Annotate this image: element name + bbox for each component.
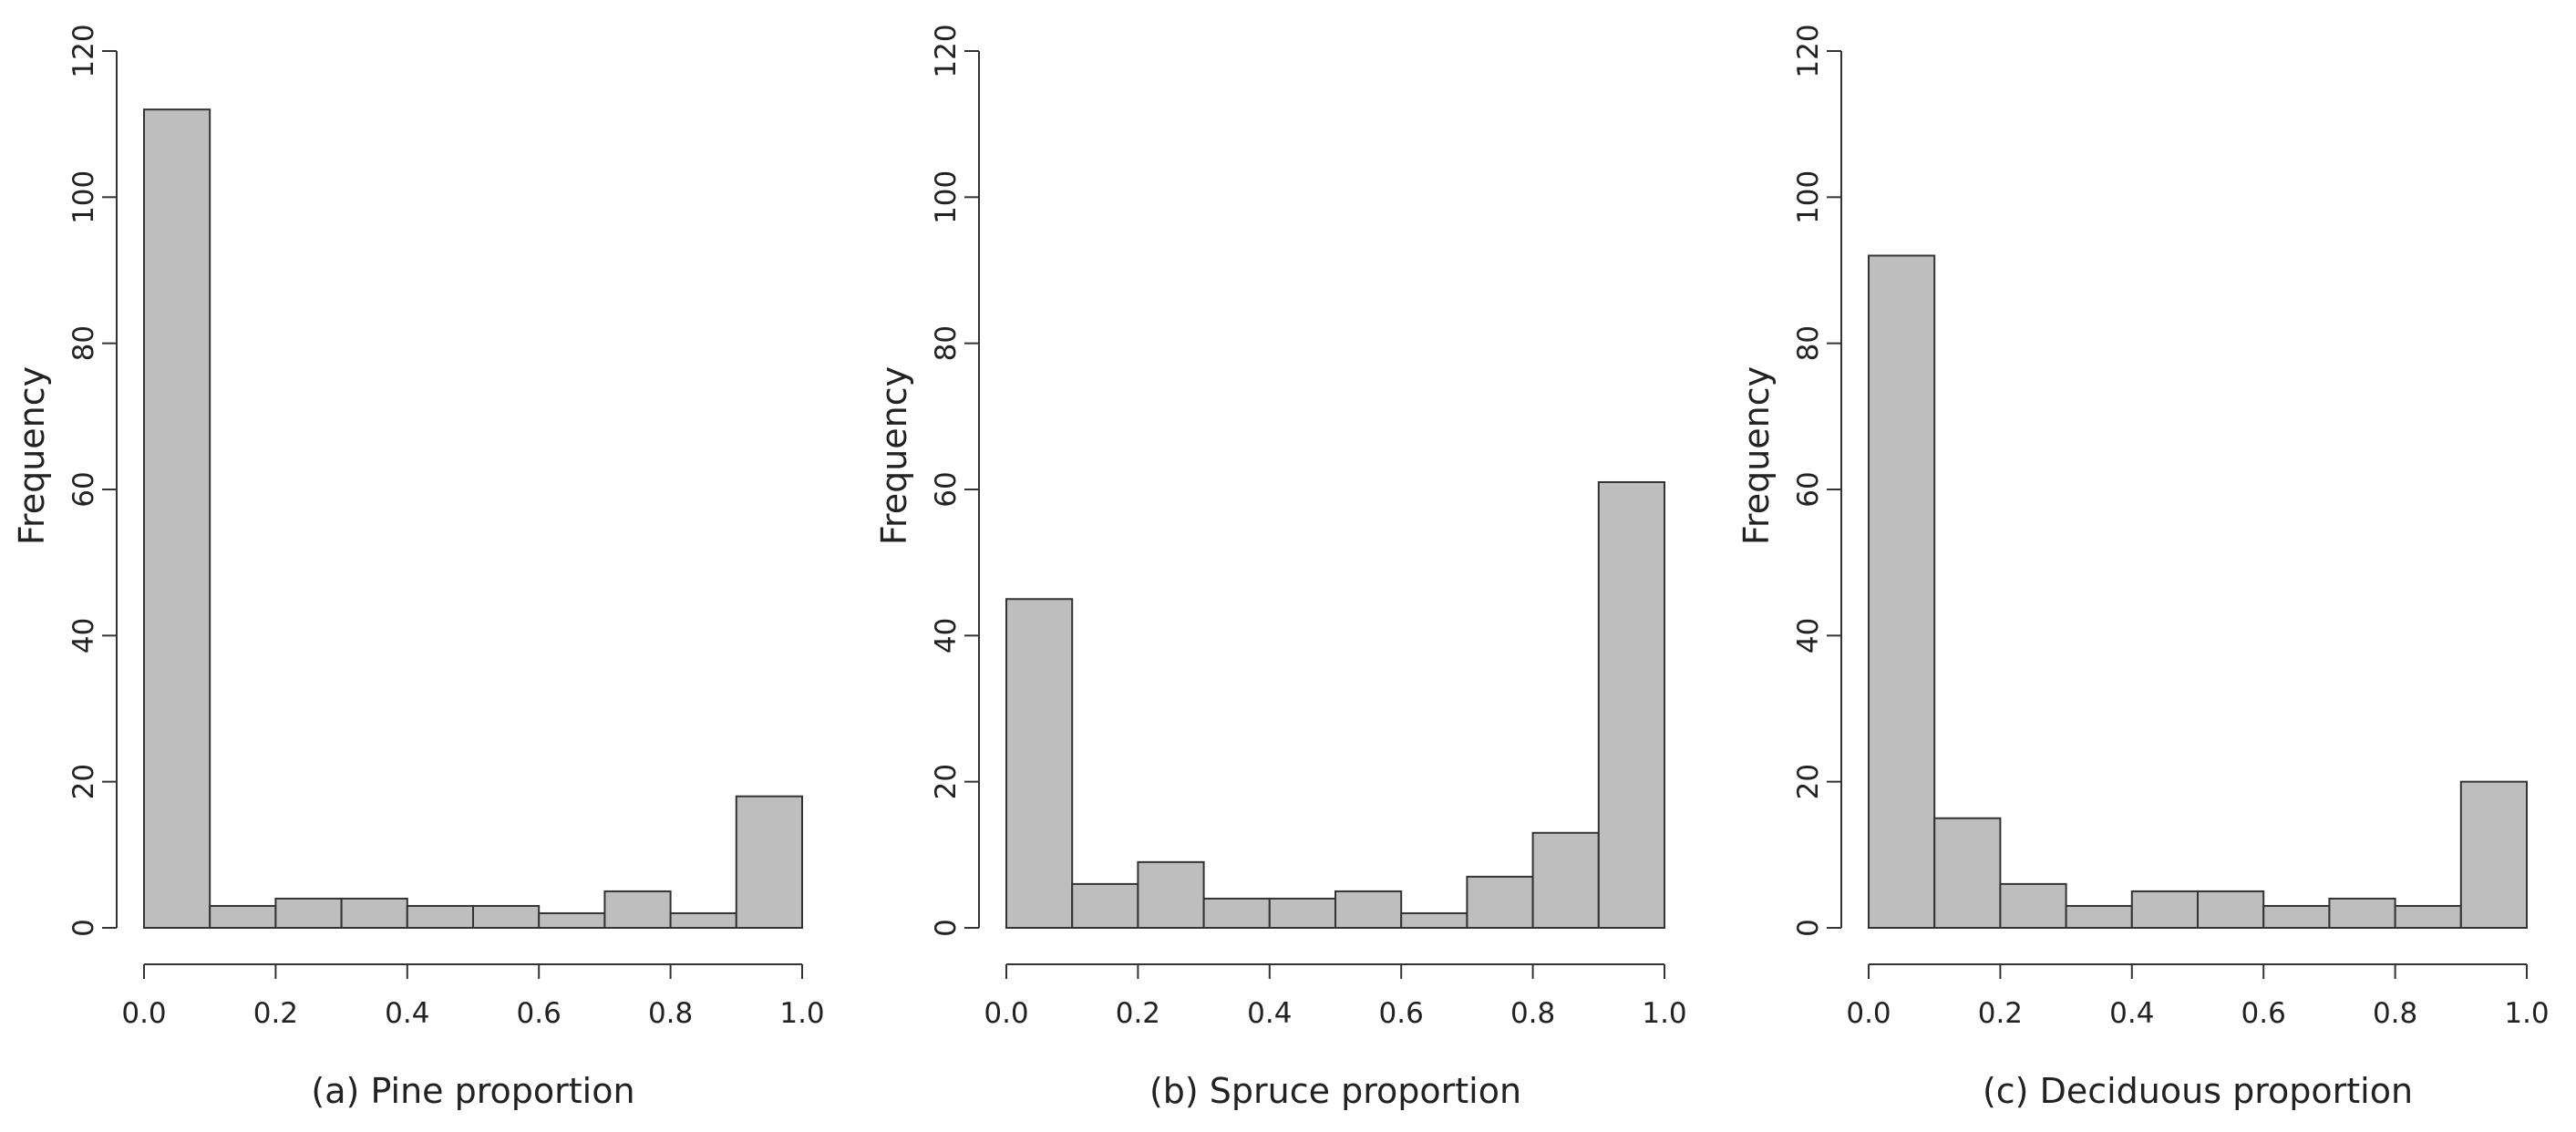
x-tick-label: 0.2: [1116, 997, 1160, 1030]
histogram-bar: [1466, 875, 1534, 930]
histogram-bar: [143, 108, 211, 929]
x-tick-label: 0.2: [253, 997, 298, 1030]
y-tick-label: 120: [1792, 24, 1825, 77]
x-tick-label: 0.4: [385, 997, 429, 1030]
histogram-bar: [406, 904, 474, 930]
y-tick-label: 60: [1792, 471, 1825, 507]
x-axis-label: (b) Spruce proportion: [1149, 1071, 1521, 1111]
y-tick-label: 40: [67, 618, 100, 653]
histogram-bar: [1933, 817, 2002, 929]
y-tick-label: 60: [67, 471, 100, 507]
y-axis-label: Frequency: [1736, 366, 1777, 545]
y-axis-label: Frequency: [874, 366, 914, 545]
x-axis-label: (a) Pine proportion: [311, 1071, 634, 1111]
x-tick-label: 0.2: [1978, 997, 2023, 1030]
y-tick-label: 120: [930, 24, 963, 77]
histogram-bar: [274, 897, 343, 930]
x-tick-label: 0.8: [1510, 997, 1555, 1030]
histogram-bar: [1202, 897, 1271, 930]
x-axis-label: (c) Deciduous proportion: [1983, 1071, 2413, 1111]
y-tick-label: 80: [930, 325, 963, 361]
x-tick-label: 0.8: [2373, 997, 2417, 1030]
x-tick-label: 0.0: [1846, 997, 1891, 1030]
histogram-bar: [1268, 897, 1337, 930]
histogram-bar: [1868, 254, 1936, 929]
y-tick-label: 80: [1792, 325, 1825, 361]
y-tick-label: 20: [1792, 764, 1825, 799]
histogram-bar: [1999, 882, 2067, 930]
x-tick-label: 0.8: [648, 997, 693, 1030]
histogram-bar: [1071, 882, 1139, 930]
x-tick-label: 0.6: [2241, 997, 2286, 1030]
x-tick-label: 0.0: [984, 997, 1028, 1030]
histogram-bar: [538, 911, 606, 930]
y-tick-label: 60: [930, 471, 963, 507]
y-tick-label: 40: [930, 618, 963, 653]
histogram-bar: [209, 904, 277, 930]
histogram-bar: [2065, 904, 2133, 930]
x-tick-label: 0.0: [121, 997, 166, 1030]
y-tick-label: 0: [1792, 919, 1825, 937]
histogram-bar: [669, 911, 737, 930]
histogram-panel-2: 0 20 40 60 80 100 120 Frequency 0.0 0.2 0.4 0.6 0.8 1…: [874, 24, 1687, 1111]
histogram-bar: [735, 795, 803, 930]
x-tick-label: 1.0: [1642, 997, 1686, 1030]
histogram-bar: [340, 897, 408, 930]
x-tick-label: 1.0: [2504, 997, 2549, 1030]
y-tick-label: 0: [930, 919, 963, 937]
y-tick-label: 80: [67, 325, 100, 361]
x-tick-label: 1.0: [779, 997, 824, 1030]
y-tick-label: 0: [67, 919, 100, 937]
histogram-panel-3: 0 20 40 60 80 100 120 Frequency 0.0 0.2 0.4 0.6 0.8 1…: [1736, 24, 2550, 1111]
histogram-bar: [2459, 780, 2529, 930]
histogram-bar: [1400, 911, 1468, 930]
y-tick-label: 100: [67, 170, 100, 224]
histogram-bar: [1531, 831, 1600, 929]
y-tick-label: 20: [67, 764, 100, 799]
y-tick-label: 40: [1792, 618, 1825, 653]
y-axis-label: Frequency: [12, 366, 52, 545]
histogram-bar: [603, 890, 672, 930]
histogram-bar: [1137, 860, 1205, 929]
histogram-bar: [472, 904, 541, 930]
y-tick-label: 120: [67, 24, 100, 77]
y-tick-label: 100: [1792, 170, 1825, 224]
x-tick-label: 0.4: [2109, 997, 2154, 1030]
y-tick-label: 20: [930, 764, 963, 799]
histogram-panel-1: 0 20 40 60 80 100 120 Frequency 0.0 0.2 0.4 0.6 0.8 1…: [12, 24, 825, 1111]
x-tick-label: 0.6: [1379, 997, 1424, 1030]
histogram-bar: [1597, 480, 1666, 929]
x-tick-label: 0.6: [517, 997, 562, 1030]
histogram-bar: [2394, 904, 2462, 930]
x-tick-label: 0.4: [1247, 997, 1292, 1030]
histogram-bar: [2197, 890, 2265, 930]
histogram-bar: [1334, 890, 1403, 930]
histogram-bar: [2130, 890, 2200, 930]
histogram-bar: [2262, 904, 2331, 930]
histogram-bar: [1005, 598, 1074, 929]
y-tick-label: 100: [930, 170, 963, 224]
histogram-bar: [2328, 897, 2396, 930]
